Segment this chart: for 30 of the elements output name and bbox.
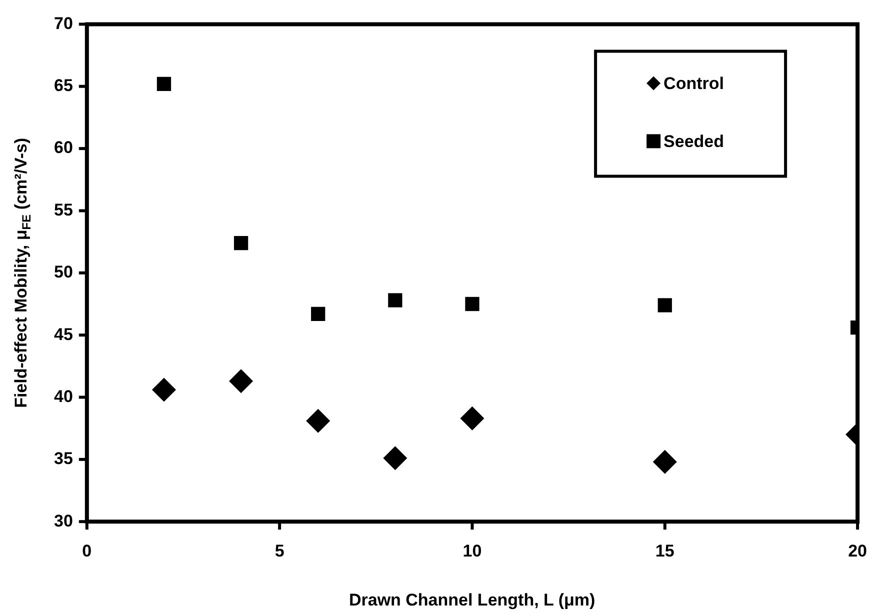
point — [152, 378, 176, 402]
point — [311, 306, 326, 322]
point — [156, 76, 172, 91]
x-tick-label: 0 — [82, 541, 92, 560]
point — [652, 450, 677, 474]
y-tick-label: 40 — [54, 386, 73, 406]
y-tick-label: 65 — [54, 76, 73, 96]
y-tick-label: 70 — [54, 14, 73, 33]
x-tick-label: 20 — [848, 541, 868, 560]
point — [460, 406, 484, 430]
y-axis-title: Field-effect Mobility, μFE (cm²/V-s) — [12, 138, 34, 408]
y-tick-label: 50 — [54, 262, 73, 282]
point — [465, 296, 480, 312]
x-axis-title: Drawn Channel Length, L (μm) — [348, 590, 596, 610]
x-tick-label: 10 — [462, 541, 482, 560]
point — [658, 298, 672, 312]
x-tick-label: 5 — [274, 541, 284, 560]
y-tick-label: 30 — [54, 511, 73, 530]
point — [383, 446, 408, 470]
y-tick-label: 55 — [54, 200, 73, 220]
point — [234, 236, 248, 250]
y-tick-label: 35 — [54, 449, 73, 468]
point — [306, 408, 330, 433]
x-tick-label: 15 — [655, 541, 674, 560]
legend-label: Control — [664, 74, 724, 93]
legend-label: Seeded — [664, 132, 724, 151]
y-tick-label: 45 — [54, 324, 73, 344]
y-tick-label: 60 — [54, 138, 73, 158]
point — [229, 369, 254, 394]
point — [388, 293, 402, 308]
